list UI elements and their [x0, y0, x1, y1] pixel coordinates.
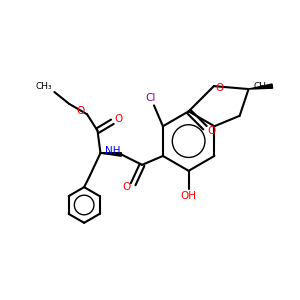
- Polygon shape: [100, 153, 122, 156]
- Text: O: O: [215, 82, 224, 93]
- Polygon shape: [249, 84, 273, 89]
- Text: NH: NH: [105, 146, 121, 157]
- Text: O: O: [207, 126, 216, 136]
- Text: OH: OH: [181, 191, 196, 201]
- Text: O: O: [115, 114, 123, 124]
- Text: O: O: [76, 106, 85, 116]
- Text: CH₃: CH₃: [254, 82, 270, 91]
- Text: O: O: [122, 182, 131, 192]
- Text: Cl: Cl: [146, 93, 156, 103]
- Text: CH₃: CH₃: [36, 82, 52, 91]
